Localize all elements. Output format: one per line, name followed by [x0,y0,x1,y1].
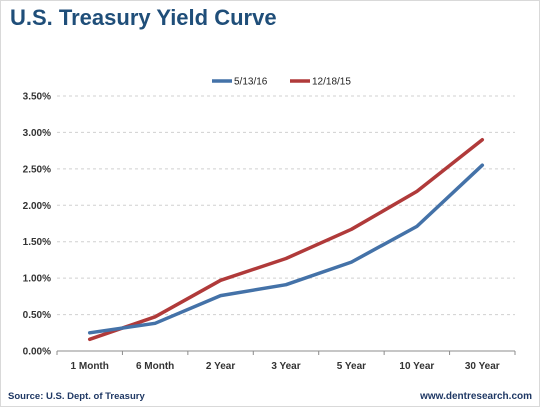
y-tick-label: 1.00% [23,274,51,285]
y-tick-label: 0.50% [23,310,51,321]
x-tick-label: 3 Year [271,361,300,372]
chart-title: U.S. Treasury Yield Curve [10,5,277,30]
y-tick-label: 0.00% [23,347,51,358]
y-tick-label: 3.00% [23,128,51,139]
y-tick-label: 2.00% [23,201,51,212]
x-tick-label: 1 Month [71,361,109,372]
series-line-0 [87,163,485,335]
axes [56,350,516,355]
website-link[interactable]: www.dentresearch.com [420,391,532,402]
y-tick-label: 3.50% [23,92,51,103]
x-tick-label: 6 Month [136,361,174,372]
legend-label: 5/13/16 [234,77,268,88]
y-tick-label: 2.50% [23,164,51,175]
series-line-1 [87,137,485,342]
legend: 5/13/16 12/18/15 [212,77,351,88]
x-tick-label: 5 Year [337,361,366,372]
source-note: Source: U.S. Dept. of Treasury [8,391,145,402]
x-tick-label: 2 Year [206,361,235,372]
y-tick-label: 1.50% [23,237,51,248]
legend-label: 12/18/15 [312,77,351,88]
x-tick-labels: 1 Month 6 Month 2 Year 3 Year 5 Year 10 Year 3… [71,361,500,372]
x-tick-label: 30 Year [465,361,500,372]
series-lines [87,137,485,342]
grid-lines [57,95,515,316]
x-tick-label: 10 Year [399,361,434,372]
y-tick-labels: 0.00% 0.50% 1.00% 1.50% 2.00% 2.50% 3.00% 3.50% [23,92,51,358]
